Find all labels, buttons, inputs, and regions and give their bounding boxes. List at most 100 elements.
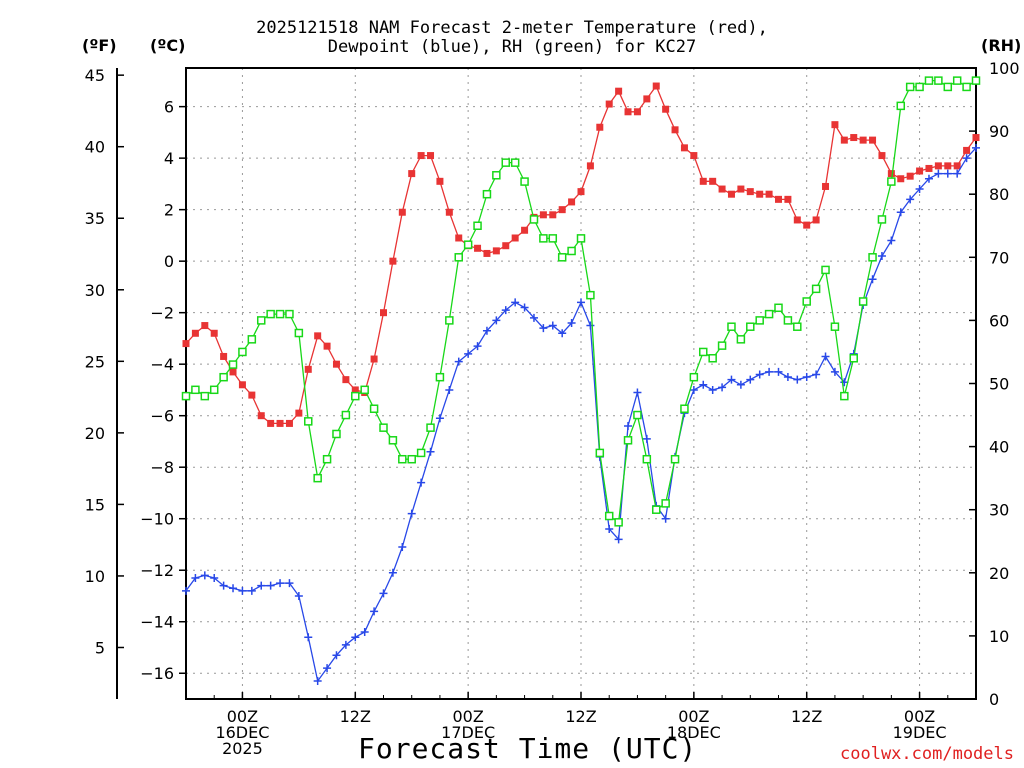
rh-point — [633, 410, 642, 420]
temperature-point — [323, 342, 331, 350]
rh-point — [905, 82, 915, 92]
fahrenheit-tick-label: 15 — [85, 495, 105, 514]
rh-tick-label: 100 — [989, 59, 1020, 78]
temperature-point — [427, 152, 435, 160]
celsius-tick-label: −14 — [140, 613, 174, 632]
dewpoint-point — [341, 640, 350, 649]
dewpoint-point — [906, 195, 915, 204]
rh-point — [322, 454, 332, 464]
rh-tick-label: 20 — [989, 564, 1009, 583]
dewpoint-point — [492, 316, 501, 325]
rh-point — [830, 322, 840, 331]
dewpoint-point — [972, 143, 980, 152]
rh-point — [435, 372, 445, 382]
dewpoint-point — [774, 367, 783, 376]
rh-tick-label: 80 — [989, 185, 1009, 204]
rh-point — [811, 284, 821, 294]
temperature-point — [680, 144, 688, 152]
temperature-point — [916, 167, 924, 175]
temperature-point — [398, 208, 406, 216]
temperature-point — [963, 146, 971, 154]
fahrenheit-unit-label: (ºF) — [82, 36, 117, 55]
rh-point — [764, 309, 774, 319]
x-axis-title: Forecast Time (UTC) — [358, 732, 698, 765]
temperature-point — [934, 162, 942, 170]
dewpoint-point — [633, 388, 642, 397]
dewpoint-point — [304, 633, 313, 642]
rh-point — [943, 82, 953, 92]
dewpoint-point — [586, 321, 595, 330]
dewpoint-point — [511, 298, 520, 307]
temperature-point — [605, 100, 613, 108]
dewpoint-point — [407, 509, 416, 518]
dewpoint-point — [388, 568, 397, 577]
dewpoint-point — [727, 375, 736, 384]
dewpoint-point — [830, 367, 839, 376]
fahrenheit-tick-label: 30 — [85, 281, 105, 300]
temperature-point — [474, 244, 482, 252]
temperature-point — [859, 136, 867, 144]
temperature-point — [332, 360, 340, 368]
rh-point — [398, 454, 407, 464]
rh-point — [529, 215, 539, 224]
rh-point — [783, 316, 793, 325]
temperature-point — [624, 108, 632, 116]
dewpoint-point — [783, 373, 792, 382]
temperature-point — [492, 247, 500, 255]
rh-point — [351, 391, 360, 401]
dewpoint-point — [962, 154, 971, 163]
temperature-point — [502, 242, 510, 250]
dewpoint-point — [896, 208, 905, 217]
rh-point — [379, 423, 388, 432]
rh-tick-label: 50 — [989, 375, 1009, 394]
rh-point — [219, 372, 228, 382]
celsius-tick-label: −12 — [140, 561, 174, 580]
dewpoint-point — [812, 370, 821, 379]
temperature-series — [182, 82, 980, 427]
rh-point — [473, 221, 482, 230]
rh-point — [746, 322, 755, 331]
temperature-point — [539, 211, 547, 219]
rh-point — [294, 328, 304, 338]
fahrenheit-tick-label: 35 — [85, 209, 105, 228]
temperature-point — [577, 188, 585, 196]
dewpoint-point — [257, 581, 266, 590]
temperature-point — [812, 216, 820, 224]
credit-link[interactable]: coolwx.com/models — [840, 744, 1014, 764]
temperature-point — [370, 355, 378, 363]
dewpoint-point — [323, 664, 332, 673]
rh-point — [501, 158, 511, 167]
dewpoint-point — [313, 676, 322, 685]
dewpoint-point — [689, 385, 698, 394]
dewpoint-point — [370, 607, 379, 616]
dewpoint-point — [661, 514, 670, 523]
temperature-line — [185, 84, 977, 425]
fahrenheit-tick-label: 40 — [85, 138, 105, 157]
temperature-point — [220, 352, 228, 360]
temperature-point — [840, 136, 848, 144]
temperature-point — [276, 419, 284, 427]
rh-point — [614, 518, 623, 527]
dewpoint-point — [360, 628, 369, 637]
temperature-point — [652, 82, 660, 90]
dewpoint-point — [924, 174, 933, 183]
temperature-point — [285, 419, 293, 427]
rh-point — [774, 303, 783, 313]
temperature-point — [408, 170, 416, 178]
dewpoint-point — [332, 651, 341, 660]
dewpoint-point — [182, 586, 190, 595]
rh-point — [369, 404, 379, 413]
rh-point — [680, 404, 689, 413]
rh-point — [887, 177, 896, 186]
rh-tick-label: 10 — [989, 627, 1009, 646]
temperature-point — [549, 211, 557, 219]
temperature-point — [643, 95, 651, 103]
temperature-point — [803, 221, 811, 229]
temperature-point — [267, 419, 275, 427]
rh-point — [651, 505, 661, 514]
temperature-point — [191, 329, 199, 337]
rh-point — [228, 360, 238, 369]
dewpoint-point — [520, 303, 529, 312]
rh-point — [520, 177, 529, 186]
x-tick-label: 00Z — [678, 707, 709, 726]
